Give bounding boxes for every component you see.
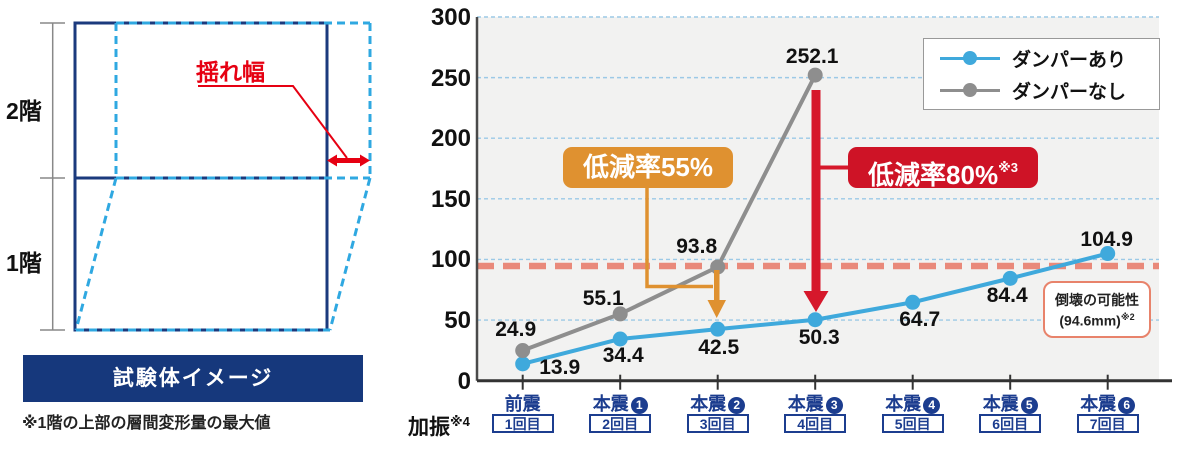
trial-count-box-2: 2回目 [589,414,652,433]
value-label-ダンパーあり-6: 104.9 [1080,227,1133,251]
trial-count-box-4: 4回目 [784,414,847,433]
reduction-80-arrowhead [803,291,829,312]
value-label-ダンパーなし-2: 93.8 [676,234,718,258]
diagram-footnote: ※1階の上部の層間変形量の最大値 [22,415,271,432]
value-label-ダンパーなし-0: 24.9 [495,317,537,341]
circled-number-icon: 3 [825,397,843,414]
circled-number-icon: 6 [1118,397,1136,414]
data-point [710,259,726,275]
x-category-label-4: 本震 3 [760,390,870,416]
sway-width-arrow [327,154,370,167]
circled-number-icon: 1 [630,397,648,414]
line-marker-icon [940,83,1000,97]
collapse-risk-label: 倒壊の可能性 [1055,292,1139,308]
value-label-ダンパーなし-1: 55.1 [582,286,624,310]
collapse-risk-value: (94.6mm)※2 [1059,312,1135,329]
data-point [905,294,921,310]
floor-label-1f: 1階 [6,250,42,276]
reduction-80-arrow [811,90,821,293]
x-axis-title: 加振※4 [408,414,470,439]
trial-count-box-7: 7回目 [1076,414,1139,433]
value-label-ダンパーあり-5: 84.4 [986,284,1028,308]
floor-label-2f: 2階 [6,98,42,124]
data-point [612,306,628,322]
trial-count-box-3: 3回目 [686,414,749,433]
sway-width-label: 揺れ幅 [196,59,265,85]
data-point [1002,270,1018,286]
story-height-bracket [40,22,65,331]
legend-label-without-damper: ダンパーなし [1012,81,1127,103]
y-tick-label-300: 300 [430,4,471,31]
legend-row-with-damper: ダンパーあり [940,45,1159,71]
legend-label-with-damper: ダンパーあり [1012,49,1127,71]
reduction-55-callout: 低減率55% [563,147,733,188]
trial-count-box-1: 1回目 [491,414,554,433]
legend-row-without-damper: ダンパーなし [940,77,1159,103]
y-tick-label-150: 150 [430,185,471,213]
data-point [515,343,531,359]
chart-layer [475,16,1172,390]
data-point [515,356,531,372]
reduction-80-note: ※3 [998,160,1018,175]
trial-count-box-5: 5回目 [881,414,944,433]
value-label-ダンパーあり-0: 13.9 [539,355,581,379]
reduction-55-connector [645,188,713,289]
value-label-ダンパーあり-3: 50.3 [798,325,840,349]
data-point [807,312,823,328]
y-tick-label-200: 200 [430,125,471,153]
x-category-label-2: 本震 1 [565,390,675,416]
reduction-55-text: 低減率55% [582,152,714,182]
series-line-1 [521,74,817,353]
value-label-ダンパーなし-3: 252.1 [785,45,839,69]
diagram-caption-bar: 試験体イメージ [23,355,363,402]
x-category-label-7: 本震 6 [1053,390,1163,416]
x-category-label-3: 本震 2 [663,390,773,416]
building-deformed-frame-dashed [74,21,372,332]
sway-leader-line [198,85,348,159]
x-category-label-6: 本震 5 [955,390,1065,416]
y-tick-label-0: 0 [457,367,471,395]
data-point [1100,246,1116,262]
data-point [710,321,726,337]
data-point [612,331,628,347]
x-category-label-5: 本震 4 [858,390,968,416]
chart-legend: ダンパーあり ダンパーなし [923,38,1160,110]
reduction-55-arrowhead [707,300,726,318]
x-category-label-1: 前震 [504,394,541,414]
value-label-ダンパーあり-1: 34.4 [602,343,644,367]
reduction-55-arrow [714,270,720,302]
trial-count-box-6: 6回目 [979,414,1042,433]
data-point [807,67,823,83]
y-tick-label-50: 50 [444,307,471,335]
y-tick-label-100: 100 [430,246,471,274]
value-label-ダンパーあり-4: 64.7 [899,308,941,332]
reduction-80-callout: 低減率80%※3 [848,147,1038,190]
collapse-risk-box: 倒壊の可能性 (94.6mm)※2 [1043,281,1151,338]
value-label-ダンパーあり-2: 42.5 [698,336,740,360]
circled-number-icon: 4 [923,397,941,414]
reduction-80-text: 低減率80% [868,160,999,190]
circled-number-icon: 5 [1020,397,1038,414]
y-tick-label-250: 250 [430,64,471,92]
circled-number-icon: 2 [728,397,746,414]
line-marker-icon [940,51,1000,65]
